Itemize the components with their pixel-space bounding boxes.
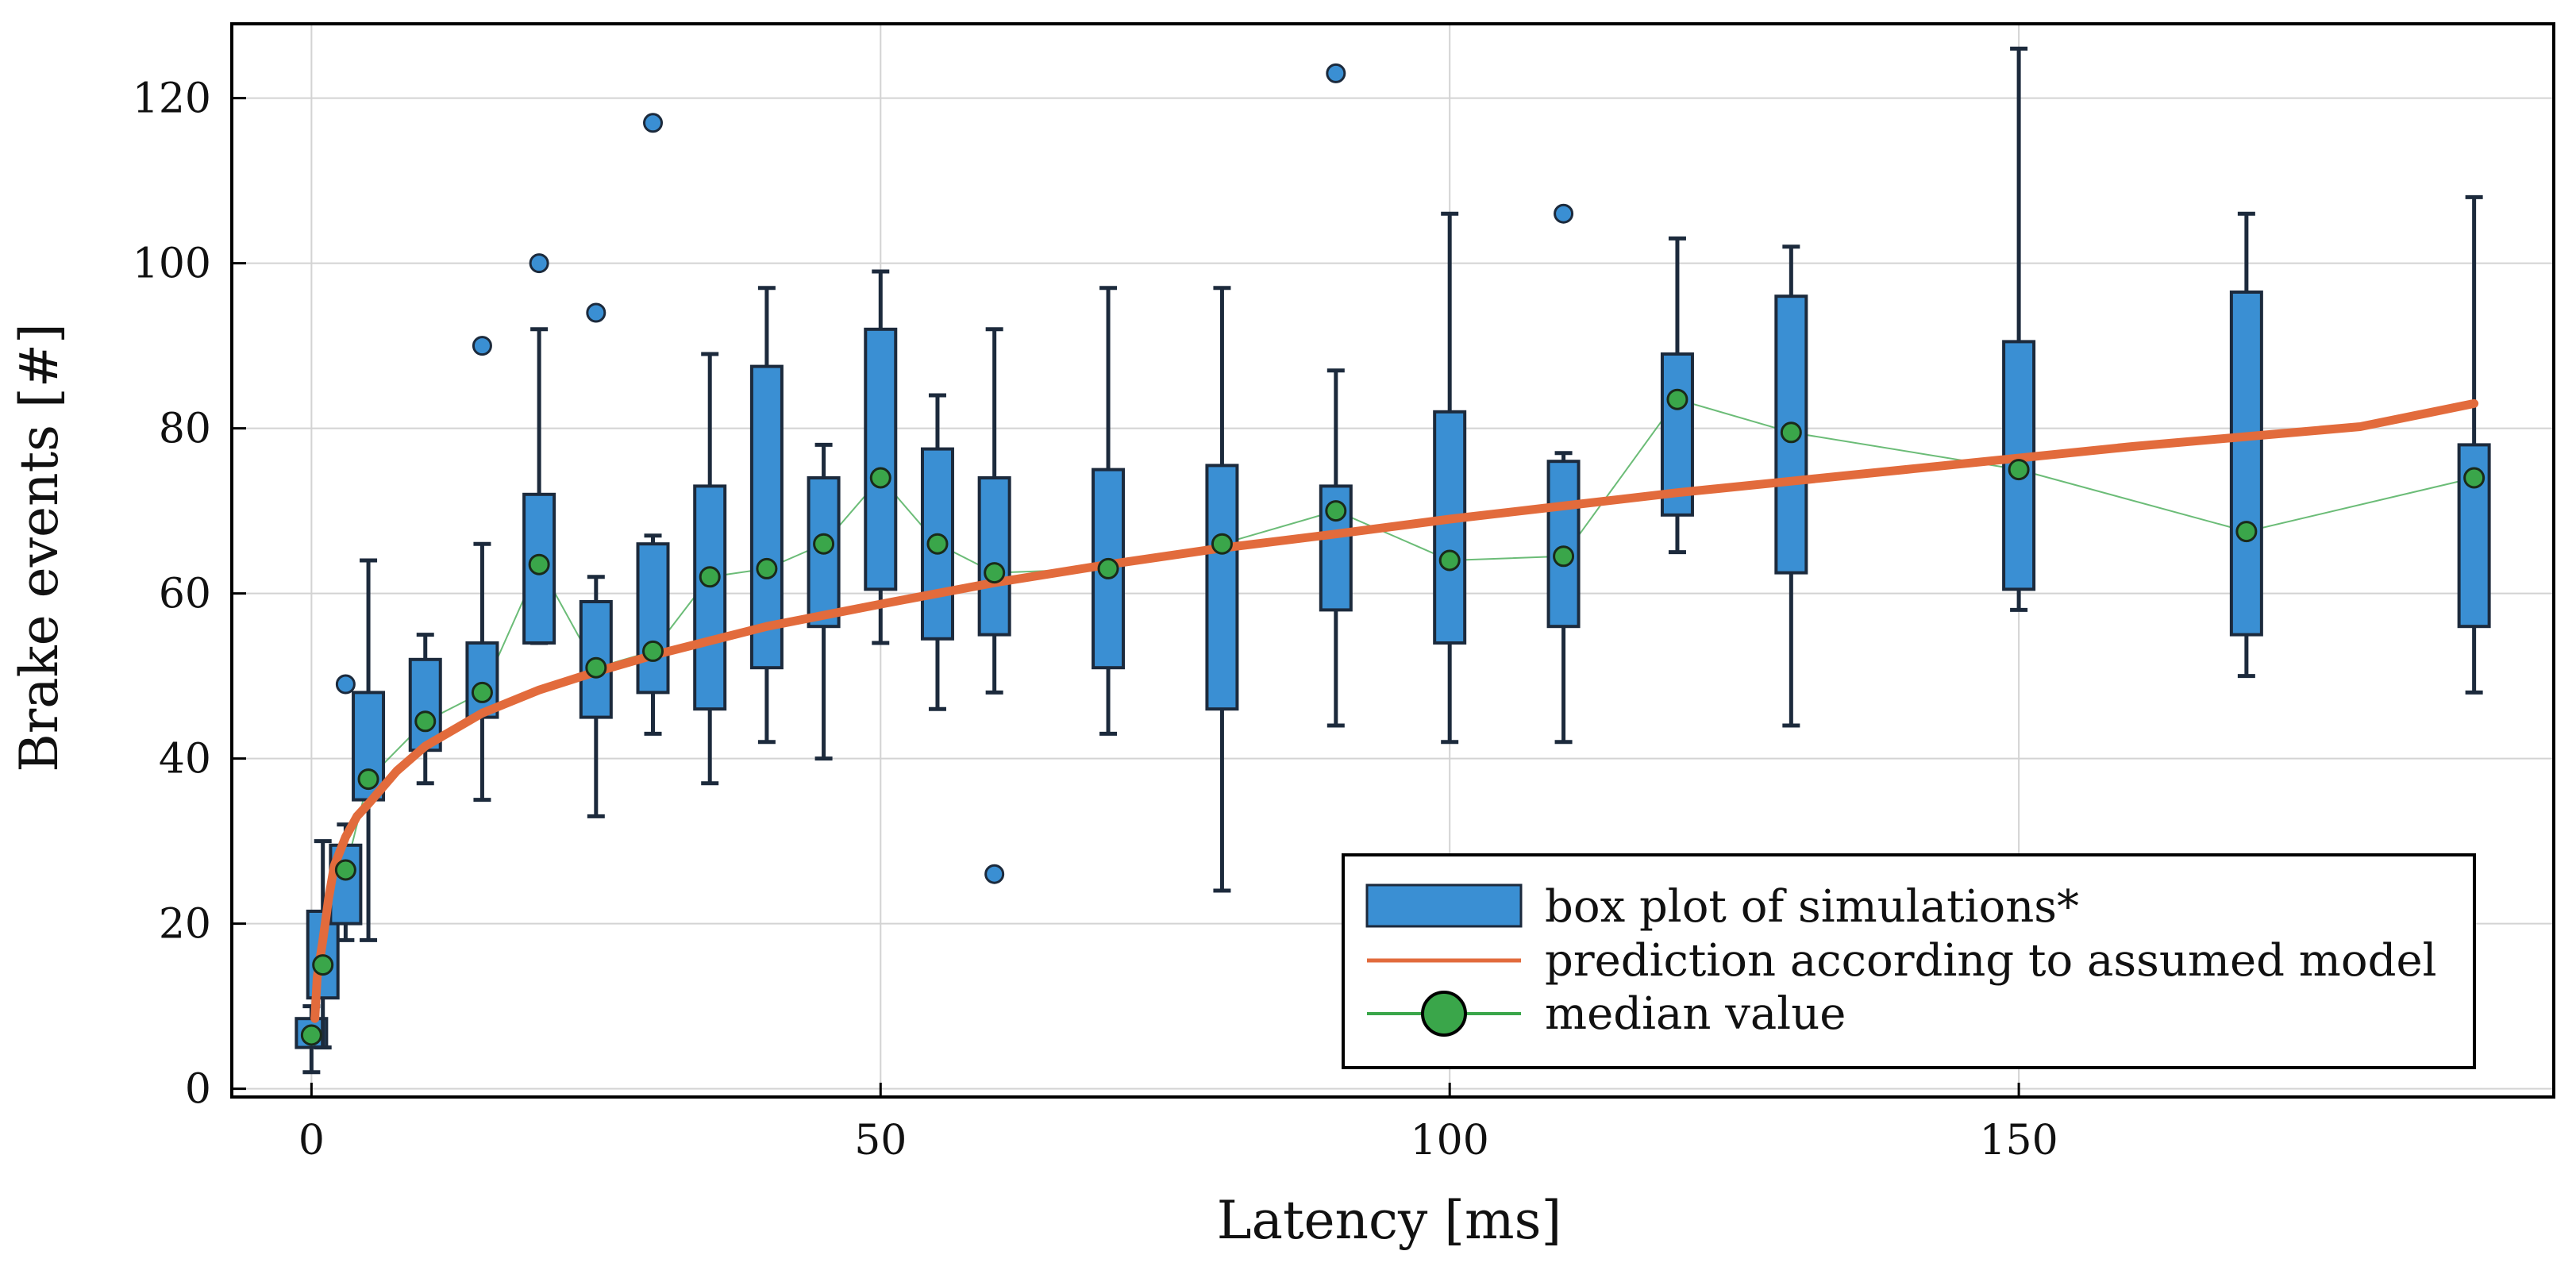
y-tick-label: 40 [159, 736, 211, 783]
median-point [1097, 557, 1119, 579]
legend-item-box: box plot of simulations* [1365, 881, 2079, 933]
median-point [585, 656, 607, 679]
x-axis-ticks: 0 50 100 150 [298, 1083, 2058, 1164]
y-tick-label: 120 [133, 75, 211, 123]
box-outlier [984, 864, 1005, 884]
box-45 [807, 442, 841, 761]
box-150 [2002, 46, 2036, 612]
y-tick-label: 60 [159, 571, 211, 618]
legend-frame [1342, 853, 2476, 1069]
box-body [636, 542, 670, 695]
median-point [1325, 500, 1347, 522]
median-point [699, 566, 721, 588]
x-tick-label: 150 [1979, 1117, 2058, 1164]
y-tick-label: 0 [185, 1066, 211, 1114]
legend-median-swatch-marker [1421, 991, 1467, 1037]
box-body [1205, 464, 1239, 711]
box-110 [1546, 203, 1581, 745]
legend-item-median: median value [1367, 988, 1846, 1040]
median-point [1211, 533, 1233, 555]
box-outlier [1554, 203, 1574, 224]
median-point [813, 533, 835, 555]
y-axis-label: Brake events [#] [9, 323, 70, 772]
box-outlier [529, 253, 549, 274]
box-body [2229, 291, 2263, 637]
box-10 [408, 633, 442, 786]
median-point [984, 562, 1006, 584]
median-point [642, 640, 664, 662]
box-20 [522, 253, 556, 645]
x-tick-label: 0 [298, 1117, 325, 1164]
median-point [2463, 467, 2486, 489]
box-body [1433, 410, 1467, 645]
median-point [414, 710, 437, 733]
box-90 [1319, 63, 1353, 728]
x-tick-label: 50 [854, 1117, 907, 1164]
median-point [1553, 545, 1575, 568]
x-tick-label: 100 [1411, 1117, 1489, 1164]
box-body [864, 327, 898, 591]
box-outlier [1326, 63, 1346, 83]
box-80 [1205, 286, 1239, 893]
median-point [1666, 388, 1688, 410]
box-190 [2457, 194, 2491, 695]
box-25 [579, 302, 613, 818]
legend-label-box: box plot of simulations* [1545, 881, 2079, 933]
median-points [300, 388, 2486, 1046]
legend-label-median: median value [1545, 988, 1846, 1040]
box-170 [2229, 211, 2263, 679]
box-15 [465, 336, 499, 803]
median-point [300, 1024, 322, 1046]
box-60 [977, 327, 1011, 884]
median-point [756, 557, 778, 579]
median-point [357, 768, 379, 791]
box-30 [636, 113, 670, 736]
box-35 [693, 352, 727, 786]
box-body [977, 476, 1011, 637]
box-body [408, 657, 442, 752]
box-outlier [586, 302, 606, 323]
box-40 [749, 286, 784, 745]
median-point [471, 681, 493, 703]
legend-item-prediction: prediction according to assumed model [1367, 935, 2437, 987]
median-point [312, 954, 334, 976]
median-point [926, 533, 949, 555]
y-axis-ticks: 0 20 40 60 80 100 120 [133, 75, 246, 1114]
box-body [1660, 352, 1694, 517]
median-point [869, 467, 891, 489]
box-outlier [335, 674, 356, 695]
median-point [2235, 521, 2258, 543]
box-120 [1660, 236, 1694, 555]
prediction-curve [310, 398, 2479, 1023]
legend-box-swatch [1365, 883, 1523, 928]
median-point [2008, 459, 2030, 481]
legend-label-prediction: prediction according to assumed model [1545, 935, 2437, 987]
box-outlier [472, 336, 492, 356]
y-tick-label: 20 [159, 901, 211, 949]
legend: box plot of simulations* prediction acco… [1342, 853, 2476, 1069]
y-tick-label: 100 [133, 241, 211, 288]
plot-frame [230, 22, 2555, 1099]
box-100 [1433, 211, 1467, 745]
median-point [334, 859, 356, 881]
prediction-series [310, 398, 2479, 1023]
box-body [1546, 460, 1581, 629]
box-body [749, 364, 784, 670]
y-tick-label: 80 [159, 406, 211, 453]
median-point [1438, 549, 1461, 572]
box-70 [1092, 286, 1126, 736]
box-50 [864, 269, 898, 645]
median-point [528, 553, 550, 575]
x-axis-label: Latency [ms] [1217, 1190, 1561, 1251]
median-point [1780, 421, 1802, 444]
box-outlier [643, 113, 664, 133]
box-body [693, 484, 727, 711]
